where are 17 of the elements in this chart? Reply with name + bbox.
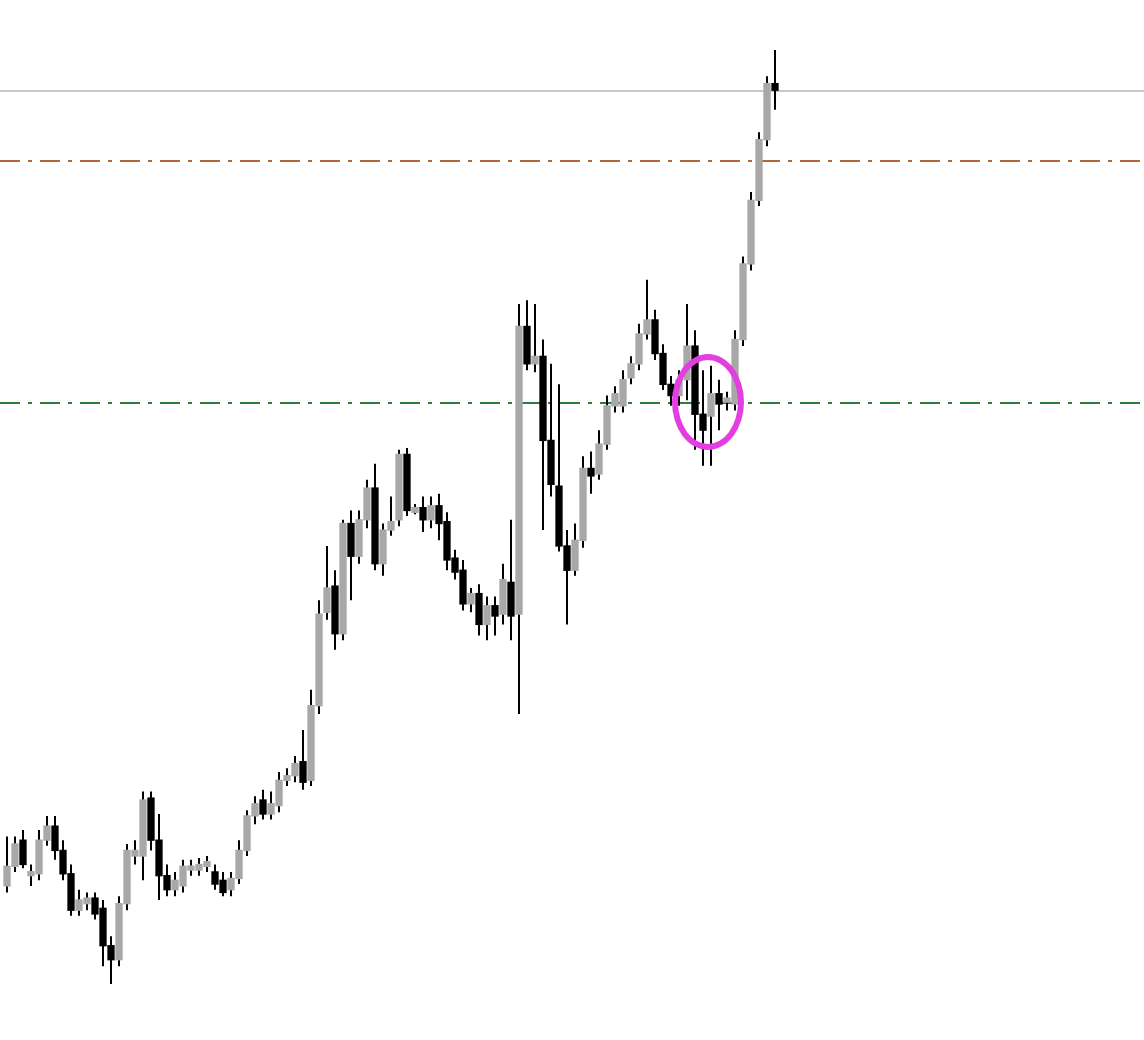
candlestick <box>3 835 11 894</box>
candlestick <box>483 595 491 642</box>
candlestick <box>179 858 187 894</box>
candlestick <box>771 49 779 111</box>
candlestick <box>459 558 467 612</box>
candlestick <box>291 755 299 784</box>
candlestick <box>211 863 219 891</box>
candlestick <box>475 583 483 637</box>
candlestick <box>419 495 427 533</box>
candlestick <box>707 364 715 467</box>
candlestick <box>347 509 355 602</box>
candlestick <box>275 770 283 814</box>
candlestick <box>219 870 227 898</box>
candlestick <box>259 788 267 821</box>
candlestick <box>523 299 531 372</box>
candlestick <box>715 378 723 432</box>
candlestick <box>427 495 435 530</box>
